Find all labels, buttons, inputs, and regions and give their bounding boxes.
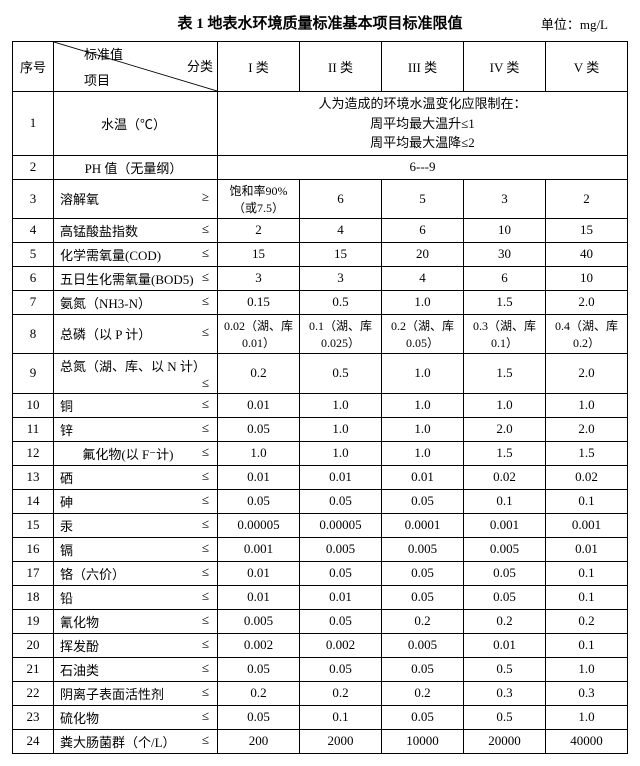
header-class-3: III 类 <box>382 42 464 92</box>
header-class-2: II 类 <box>300 42 382 92</box>
table-row: 22阴离子表面活性剂≤0.20.20.20.30.3 <box>13 681 628 705</box>
cell-c4: 3 <box>464 179 546 218</box>
header-class-5: V 类 <box>546 42 628 92</box>
header-item: 标准值 分类 项目 <box>54 42 218 92</box>
table-row: 21石油类≤0.050.050.050.51.0 <box>13 657 628 681</box>
table-header-row: 序号 标准值 分类 项目 I 类 II 类 III 类 IV 类 V 类 <box>13 42 628 92</box>
table-row: 6五日生化需氧量(BOD5)≤334610 <box>13 266 628 290</box>
table-row: 20挥发酚≤0.0020.0020.0050.010.1 <box>13 633 628 657</box>
table-row: 1 水温（℃） 人为造成的环境水温变化应限制在： 周平均最大温升≤1 周平均最大… <box>13 92 628 156</box>
table-row: 15汞≤0.000050.000050.00010.0010.001 <box>13 513 628 537</box>
cell-item: 溶解氧≥ <box>54 179 218 218</box>
cell-seq: 1 <box>13 92 54 156</box>
header-class-4: IV 类 <box>464 42 546 92</box>
table-title-row: 表 1 地表水环境质量标准基本项目标准限值 单位：mg/L <box>12 12 628 33</box>
table-row: 19氰化物≤0.0050.050.20.20.2 <box>13 609 628 633</box>
table-unit: 单位：mg/L <box>541 14 608 33</box>
cell-merged-note: 人为造成的环境水温变化应限制在： 周平均最大温升≤1 周平均最大温降≤2 <box>218 92 628 156</box>
table-row: 7氨氮（NH3-N）≤0.150.51.01.52.0 <box>13 290 628 314</box>
header-proj-label: 项目 <box>84 70 110 89</box>
table-row: 17铬（六价）≤0.010.050.050.050.1 <box>13 561 628 585</box>
table-row: 2 PH 值（无量纲） 6---9 <box>13 155 628 179</box>
cell-merged-val: 6---9 <box>218 155 628 179</box>
cell-seq: 2 <box>13 155 54 179</box>
cell-item: PH 值（无量纲） <box>54 155 218 179</box>
table-row: 16镉≤0.0010.0050.0050.0050.01 <box>13 537 628 561</box>
table-row: 13硒≤0.010.010.010.020.02 <box>13 465 628 489</box>
table-row: 24粪大肠菌群（个/L）≤2002000100002000040000 <box>13 729 628 753</box>
cell-seq: 3 <box>13 179 54 218</box>
table-row: 18铅≤0.010.010.050.050.1 <box>13 585 628 609</box>
table-row: 4高锰酸盐指数≤2461015 <box>13 218 628 242</box>
table-row: 11锌≤0.051.01.02.02.0 <box>13 417 628 441</box>
table-row: 10铜≤0.011.01.01.01.0 <box>13 393 628 417</box>
table-row: 14砷≤0.050.050.050.10.1 <box>13 489 628 513</box>
cell-c5: 2 <box>546 179 628 218</box>
cell-item: 水温（℃） <box>54 92 218 156</box>
table-title: 表 1 地表水环境质量标准基本项目标准限值 <box>177 12 462 33</box>
standards-table: 序号 标准值 分类 项目 I 类 II 类 III 类 IV 类 V 类 1 水… <box>12 41 628 754</box>
table-row: 5化学需氧量(COD)≤1515203040 <box>13 242 628 266</box>
table-row: 9总氮（湖、库、以 N 计）≤0.20.51.01.52.0 <box>13 353 628 393</box>
header-cls-label: 分类 <box>187 56 213 75</box>
table-row: 23硫化物≤0.050.10.050.51.0 <box>13 705 628 729</box>
table-row: 3 溶解氧≥ 饱和率90%（或7.5） 6 5 3 2 <box>13 179 628 218</box>
header-seq: 序号 <box>13 42 54 92</box>
header-std-label: 标准值 <box>84 44 123 63</box>
table-row: 8总磷（以 P 计）≤0.02（湖、库0.01）0.1（湖、库0.025）0.2… <box>13 314 628 353</box>
header-class-1: I 类 <box>218 42 300 92</box>
cell-c2: 6 <box>300 179 382 218</box>
table-row: 12氟化物(以 F⁻计)≤1.01.01.01.51.5 <box>13 441 628 465</box>
table-body: 1 水温（℃） 人为造成的环境水温变化应限制在： 周平均最大温升≤1 周平均最大… <box>13 92 628 754</box>
cell-c3: 5 <box>382 179 464 218</box>
cell-c1: 饱和率90%（或7.5） <box>218 179 300 218</box>
